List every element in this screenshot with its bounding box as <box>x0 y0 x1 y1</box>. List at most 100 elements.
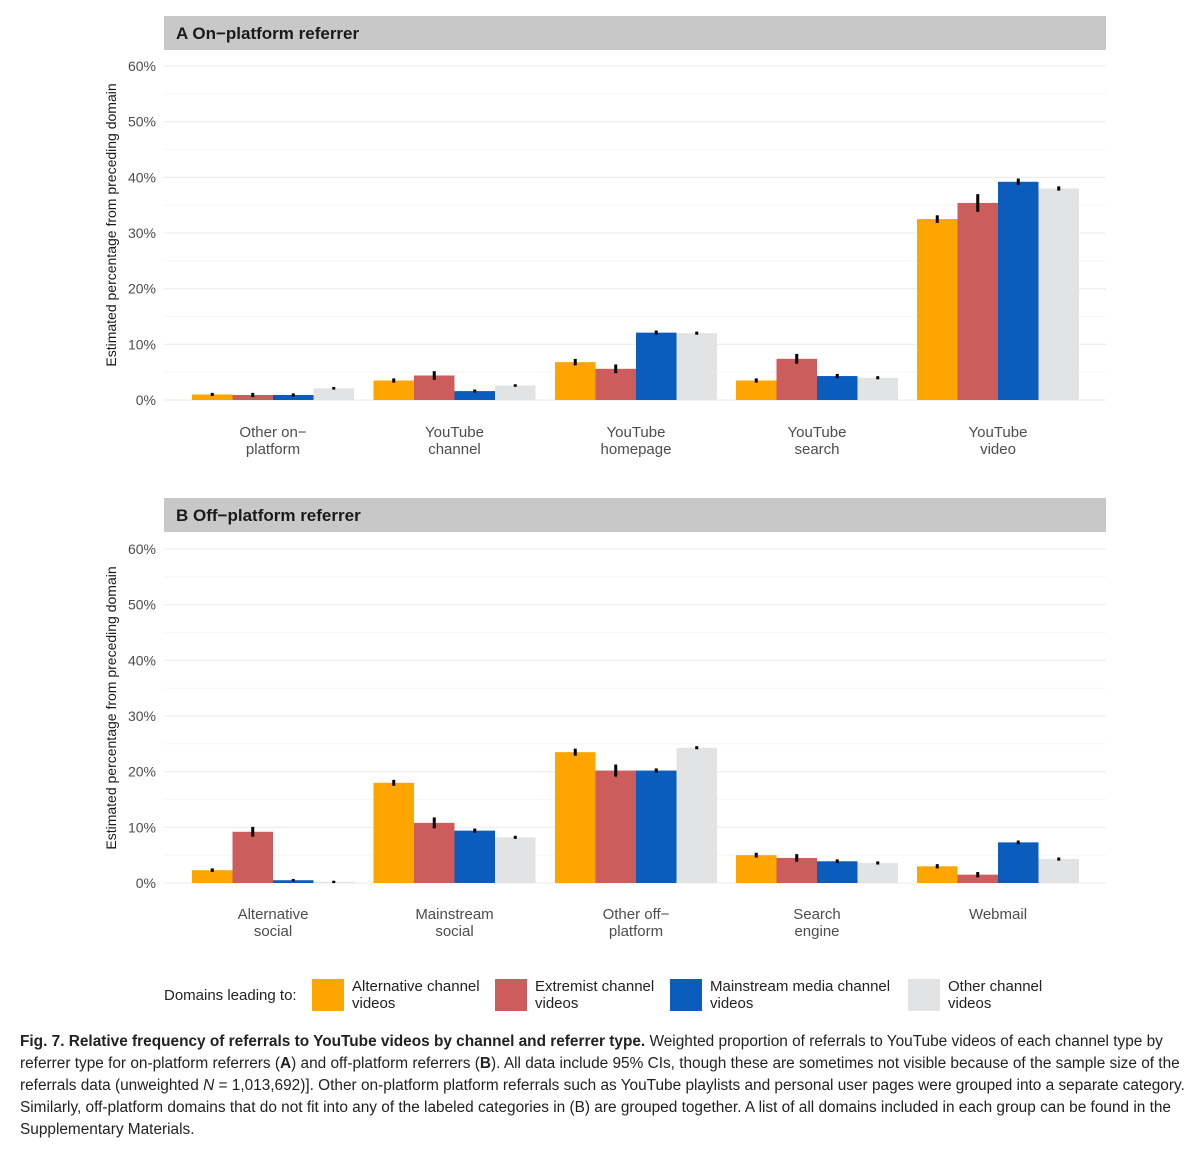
y-axis-label: Estimated percentage from preceding doma… <box>103 566 119 849</box>
bar-mainstream-media <box>817 861 858 883</box>
bar-alternative <box>917 219 958 400</box>
bar-extremist <box>957 874 998 883</box>
x-category-label: YouTube search <box>788 424 847 458</box>
bar-mainstream-media <box>998 181 1039 400</box>
y-tick-label: 10% <box>128 336 156 352</box>
bar-extremist <box>957 202 998 400</box>
x-category-label-line: YouTube <box>425 424 484 441</box>
legend-label-line1: Alternative channel <box>352 978 480 995</box>
bar-mainstream-media <box>454 391 495 400</box>
x-category-label: Alternative social <box>238 906 309 940</box>
bar-other <box>676 333 717 400</box>
y-tick-label: 60% <box>128 58 156 74</box>
x-category-label-line: Alternative <box>238 906 309 923</box>
legend: Domains leading to: Alternative channel … <box>164 976 1164 1016</box>
y-tick-label: 20% <box>128 281 156 297</box>
y-tick-label: 40% <box>128 169 156 185</box>
bar-alternative <box>736 380 777 400</box>
bar-mainstream-media <box>817 376 858 400</box>
bar-mainstream-media <box>998 842 1039 883</box>
caption-panel-b: B <box>479 1055 492 1072</box>
panel-a: A On−platform referrer 0% 10% 20% 30% 40% 50% 6… <box>103 16 1106 458</box>
y-tick-label: 50% <box>128 114 156 130</box>
x-category-label-line: video <box>980 441 1016 458</box>
legend-label-mainstream-media: Mainstream media channel videos <box>710 978 910 1012</box>
x-category-label-line: homepage <box>601 441 672 458</box>
caption-text: ) and off-platform referrers ( <box>291 1055 480 1072</box>
bar-mainstream-media <box>636 332 677 400</box>
legend-title: Domains leading to: <box>164 987 297 1004</box>
legend-label-alternative: Alternative channel videos <box>352 978 512 1012</box>
legend-label-line1: Extremist channel <box>535 978 655 995</box>
x-category-label: YouTube channel <box>425 424 484 458</box>
panel-b: B Off−platform referrer 0% 10% 20% 30% 40% 50%… <box>103 498 1106 940</box>
panel-letter: B <box>176 506 193 525</box>
y-axis-label: Estimated percentage from preceding doma… <box>103 83 119 366</box>
legend-label-line1: Other channel <box>948 978 1043 995</box>
bar-extremist <box>595 770 636 883</box>
y-tick-label: 30% <box>128 708 156 724</box>
figure: A On−platform referrer 0% 10% 20% 30% 40% 50% 6… <box>103 16 1106 940</box>
x-category-label-line: platform <box>246 441 300 458</box>
y-tick-label: 30% <box>128 225 156 241</box>
bar-mainstream-media <box>454 830 495 883</box>
bar-mainstream-media <box>273 880 314 883</box>
bar-alternative <box>192 394 233 400</box>
caption-text: = 1,013,692)]. Other on-platform platfor… <box>20 1077 1185 1138</box>
bar-extremist <box>776 358 817 400</box>
x-category-label-line: channel <box>428 441 481 458</box>
bar-alternative <box>373 380 414 400</box>
x-category-label: Other off− platform <box>603 906 670 940</box>
bar-other <box>1038 188 1079 400</box>
bar-mainstream-media <box>636 770 677 883</box>
caption-title: Fig. 7. Relative frequency of referrals … <box>20 1033 646 1050</box>
bar-extremist <box>232 831 273 883</box>
y-tick-label: 40% <box>128 652 156 668</box>
bar-extremist <box>595 368 636 400</box>
legend-label-line2: videos <box>710 995 754 1012</box>
bar-alternative <box>555 362 596 400</box>
x-category-label-line: Webmail <box>969 906 1027 923</box>
caption-panel-a: A <box>280 1055 292 1072</box>
chart-svg: A On−platform referrer 0% 10% 20% 30% 40% 50% 6… <box>103 16 1106 940</box>
bar-extremist <box>414 822 455 883</box>
legend-swatch-alternative <box>312 979 344 1011</box>
panel-strip <box>164 498 1106 532</box>
bar-other <box>1038 859 1079 883</box>
x-category-label: YouTube homepage <box>601 424 672 458</box>
caption-text: ). All data include 95% CIs, though thes… <box>20 1055 1180 1094</box>
legend-swatch-other <box>908 979 940 1011</box>
panel-letter: A <box>176 24 192 43</box>
bar-alternative <box>555 752 596 883</box>
bar-alternative <box>736 855 777 883</box>
panel-title: B Off−platform referrer <box>176 506 361 525</box>
panel-title-label: On−platform referrer <box>192 24 359 43</box>
bar-alternative <box>192 870 233 883</box>
x-category-label: Other on− platform <box>239 424 306 458</box>
x-category-label-line: YouTube <box>788 424 847 441</box>
bar-other <box>495 837 536 883</box>
x-category-label: Webmail <box>969 906 1027 923</box>
bar-extremist <box>776 857 817 883</box>
legend-label-line1: Mainstream media channel <box>710 978 891 995</box>
x-category-label-line: Mainstream <box>415 906 493 923</box>
bar-other <box>313 388 354 400</box>
legend-label-line2: videos <box>948 995 992 1012</box>
x-category-label-line: social <box>435 923 473 940</box>
x-category-label: YouTube video <box>969 424 1028 458</box>
legend-swatch-extremist <box>495 979 527 1011</box>
bar-alternative <box>917 866 958 883</box>
panel-title: A On−platform referrer <box>176 24 360 43</box>
x-category-label: Search engine <box>793 906 841 940</box>
legend-label-line2: videos <box>352 995 396 1012</box>
legend-label-other: Other channel videos <box>948 978 1108 1012</box>
y-tick-label: 10% <box>128 819 156 835</box>
bar-other <box>495 385 536 400</box>
panel-strip <box>164 16 1106 50</box>
caption-n-symbol: N <box>203 1077 215 1094</box>
y-tick-label: 0% <box>136 392 156 408</box>
x-category-label: Mainstream social <box>415 906 493 940</box>
bar-alternative <box>373 782 414 883</box>
y-tick-label: 20% <box>128 764 156 780</box>
legend-label-line2: videos <box>535 995 579 1012</box>
